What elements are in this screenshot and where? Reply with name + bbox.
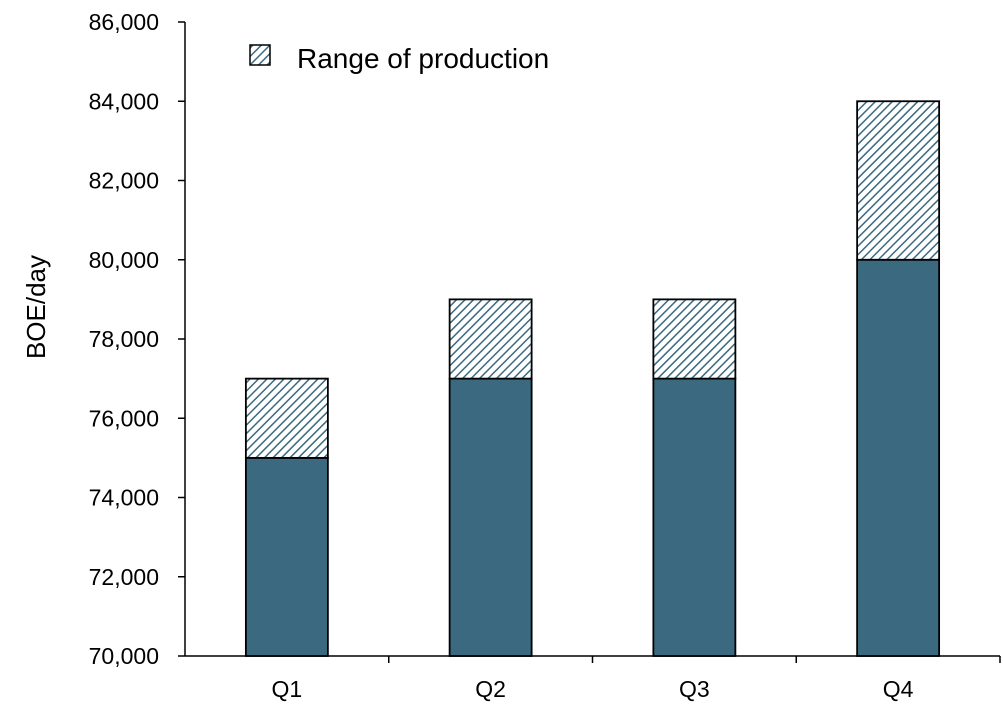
x-tick-label: Q1 [272, 676, 303, 702]
y-tick-label: 78,000 [89, 326, 159, 352]
bar-base-q2 [450, 379, 532, 656]
y-tick-label: 82,000 [89, 168, 159, 194]
y-tick-label: 84,000 [89, 88, 159, 114]
legend-swatch-range-of-production [250, 45, 270, 65]
x-tick-label: Q3 [679, 676, 710, 702]
bar-base-q4 [857, 260, 939, 656]
bar-base-q1 [246, 458, 328, 656]
y-tick-label: 80,000 [89, 247, 159, 273]
bar-range-q3 [653, 299, 735, 378]
x-tick-label: Q2 [475, 676, 506, 702]
y-axis: 70,000 72,000 74,000 76,000 78,000 80,000 82,0… [89, 9, 185, 669]
bar-range-q1 [246, 379, 328, 458]
y-tick-label: 76,000 [89, 405, 159, 431]
y-tick-label: 70,000 [89, 643, 159, 669]
bars [246, 101, 939, 656]
y-tick-label: 86,000 [89, 9, 159, 35]
y-tick-label: 74,000 [89, 485, 159, 511]
x-tick-label: Q4 [883, 676, 914, 702]
legend: Range of production [250, 43, 549, 74]
bar-base-q3 [653, 379, 735, 656]
bar-range-q2 [450, 299, 532, 378]
legend-label-range-of-production: Range of production [297, 43, 549, 74]
y-tick-label: 72,000 [89, 564, 159, 590]
bar-range-q4 [857, 101, 939, 260]
y-axis-title: BOE/day [21, 255, 51, 359]
x-axis: Q1 Q2 Q3 Q4 [185, 656, 1000, 702]
